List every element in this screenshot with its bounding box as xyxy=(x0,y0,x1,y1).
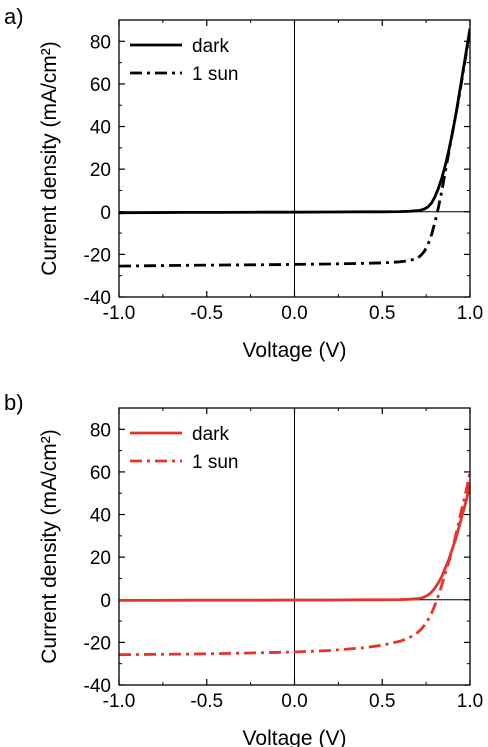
legend-label: dark xyxy=(192,424,229,445)
legend-label: 1 sun xyxy=(192,64,238,85)
y-tick-label: 20 xyxy=(90,160,111,181)
x-tick-label: -0.5 xyxy=(190,303,223,324)
y-axis-label: Current density (mA/cm²) xyxy=(38,429,61,664)
y-tick-label: 80 xyxy=(90,32,111,53)
x-tick-label: 0.0 xyxy=(281,303,307,324)
legend: dark 1 sun xyxy=(130,424,238,473)
y-tick-label: -40 xyxy=(84,288,111,309)
y-tick-label: 40 xyxy=(90,506,111,527)
series-line-1-sun xyxy=(119,471,470,657)
legend-label: dark xyxy=(192,36,229,57)
x-axis-label: Voltage (V) xyxy=(243,727,347,747)
legend-label: 1 sun xyxy=(192,452,238,473)
chart-panel-a: a) -1.0 -0.5 0.0 0.5 1.0 -40 -20 0 20 40 60 80 Voltag… xyxy=(4,4,483,362)
y-tick-label: 0 xyxy=(100,591,111,612)
y-tick-label: 60 xyxy=(90,75,111,96)
x-axis-label: Voltage (V) xyxy=(243,339,347,362)
x-tick-label: -0.5 xyxy=(190,691,223,712)
y-tick-label: 80 xyxy=(90,420,111,441)
y-tick-label: -20 xyxy=(84,633,111,654)
y-tick-label: 0 xyxy=(100,203,111,224)
legend: dark 1 sun xyxy=(130,36,238,85)
y-tick-label: 20 xyxy=(90,548,111,569)
y-tick-label: -20 xyxy=(84,245,111,266)
plot-frame xyxy=(118,407,471,686)
x-tick-label: 1.0 xyxy=(457,691,483,712)
x-tick-label: 0.0 xyxy=(281,691,307,712)
series-line-1-sun xyxy=(119,30,470,268)
x-tick-label: 1.0 xyxy=(457,303,483,324)
x-tick-label: -1.0 xyxy=(103,303,136,324)
x-tick-label: 0.5 xyxy=(369,303,395,324)
y-axis-label: Current density (mA/cm²) xyxy=(38,41,61,276)
y-tick-label: 60 xyxy=(90,463,111,484)
plot-frame xyxy=(118,19,471,298)
chart-panel-b: b) -1.0 -0.5 0.0 0.5 1.0 -40 -20 0 20 40 60 80 Voltag… xyxy=(4,390,483,747)
panel-label: a) xyxy=(4,4,24,29)
panel-label: b) xyxy=(4,390,24,415)
x-tick-label: -1.0 xyxy=(103,691,136,712)
x-tick-label: 0.5 xyxy=(369,691,395,712)
y-tick-label: 40 xyxy=(90,118,111,139)
y-tick-label: -40 xyxy=(84,676,111,697)
